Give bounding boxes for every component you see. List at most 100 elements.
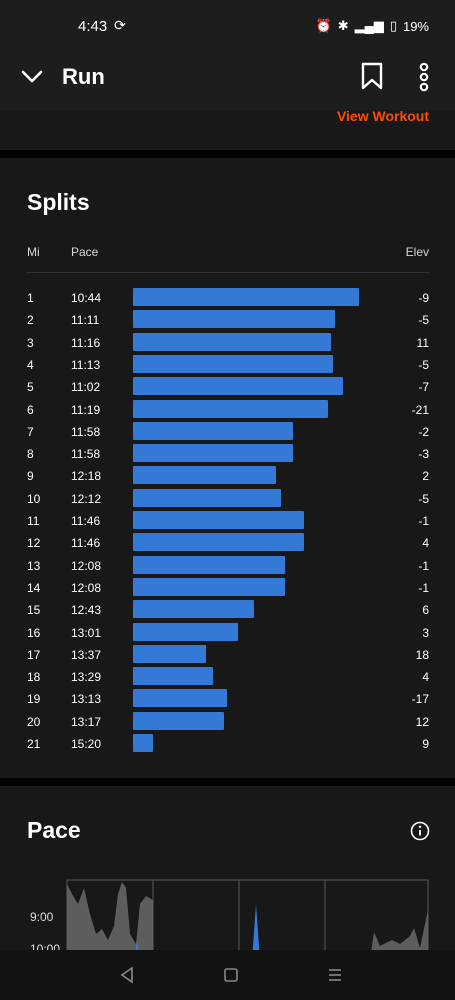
split-elevation: 9 [422, 737, 429, 751]
split-pace-bar [133, 622, 238, 641]
split-row: 5 11:02 -7 [0, 376, 455, 398]
split-elevation: 3 [422, 625, 429, 640]
split-elevation: -17 [411, 692, 429, 707]
split-elevation: 12 [415, 714, 429, 729]
split-pace: 13:29 [71, 670, 102, 685]
split-row: 8 11:58 -3 [0, 443, 455, 465]
split-pace: 11:58 [71, 424, 101, 439]
split-pace: 11:46 [71, 514, 101, 528]
split-row: 19 13:13 -17 [0, 688, 455, 710]
split-pace-bar [133, 444, 294, 463]
split-pace-bar [133, 555, 285, 574]
split-pace: 12:43 [71, 603, 102, 618]
split-pace: 11:46 [71, 536, 101, 551]
split-mile: 5 [27, 380, 34, 395]
split-pace: 13:37 [71, 647, 102, 662]
split-elevation: -7 [418, 380, 429, 395]
split-pace-bar [133, 711, 224, 730]
system-nav-bar [0, 950, 455, 1000]
split-elevation: 6 [422, 603, 429, 618]
split-pace: 11:16 [71, 335, 101, 350]
battery-icon: ▯ [389, 18, 397, 33]
split-elevation: -2 [418, 424, 429, 439]
split-mile: 8 [27, 447, 34, 462]
split-elevation: 4 [422, 536, 429, 551]
pace-card: Pace 9:00 10:00 [0, 786, 455, 950]
split-elevation: -5 [418, 313, 429, 328]
status-indicators: ⏰ ✱ ▂▄▆ ▯ 19% [316, 18, 430, 34]
split-pace: 11:02 [71, 380, 101, 395]
split-pace-bar [133, 421, 294, 440]
pace-chart-spike [135, 940, 139, 950]
split-mile: 3 [27, 335, 34, 350]
split-pace-bar [133, 288, 359, 306]
sync-icon: ⟳ [114, 17, 126, 33]
info-icon[interactable] [410, 821, 430, 841]
split-pace: 12:12 [71, 491, 102, 506]
split-pace-bar [133, 310, 336, 329]
battery-percent: 19% [402, 18, 429, 34]
split-row: 3 11:16 11 [0, 332, 455, 354]
split-pace-bar [133, 488, 282, 507]
split-row: 14 12:08 -1 [0, 577, 455, 599]
divider [27, 272, 429, 273]
split-mile: 10 [27, 491, 41, 506]
split-pace: 11:58 [71, 447, 101, 462]
back-triangle-icon[interactable] [116, 964, 138, 986]
split-row: 10 12:12 -5 [0, 488, 455, 510]
pace-chart-spike [252, 904, 260, 950]
split-elevation: -1 [418, 514, 429, 528]
split-row: 12 11:46 4 [0, 532, 455, 554]
splits-title: Splits [27, 189, 90, 215]
pace-tick-label: 10:00 [30, 942, 61, 950]
split-mile: 20 [27, 714, 41, 729]
split-row: 18 13:29 4 [0, 666, 455, 688]
split-pace: 13:17 [71, 714, 102, 729]
view-workout-link[interactable]: View Workout [336, 108, 429, 124]
split-elevation: -5 [418, 357, 429, 372]
split-mile: 12 [27, 536, 41, 551]
split-mile: 21 [27, 737, 41, 751]
split-mile: 2 [27, 313, 34, 328]
recents-icon[interactable] [324, 964, 346, 986]
split-pace: 10:44 [71, 291, 102, 305]
pace-tick-label: 9:00 [30, 910, 54, 924]
split-pace-bar [133, 332, 331, 351]
split-pace: 13:13 [71, 692, 102, 707]
split-elevation: 18 [415, 647, 429, 662]
status-time: 4:43 [78, 18, 108, 35]
split-row: 2 11:11 -5 [0, 309, 455, 331]
pace-chart-area [371, 910, 428, 950]
split-mile: 4 [27, 357, 34, 372]
home-square-icon[interactable] [220, 964, 242, 986]
pace-title: Pace [27, 817, 81, 843]
split-pace-bar [133, 377, 344, 396]
split-pace: 11:13 [71, 357, 101, 372]
split-row: 1 10:44 -9 [0, 287, 455, 309]
split-mile: 13 [27, 558, 41, 573]
split-pace-bar [133, 466, 276, 485]
split-row: 21 15:20 9 [0, 733, 455, 755]
split-mile: 9 [27, 469, 34, 484]
chevron-down-icon[interactable] [20, 64, 44, 88]
split-pace-bar [133, 689, 228, 708]
split-mile: 7 [27, 424, 34, 439]
split-mile: 15 [27, 603, 41, 618]
split-pace-bar [133, 399, 328, 418]
column-header-elev: Elev [405, 245, 429, 259]
splits-card: Splits Mi Pace Elev 1 10:44 -9 2 11:11 -5 3 11:… [0, 158, 455, 778]
split-pace-bar [133, 577, 285, 596]
alarm-icon: ⏰ [315, 18, 332, 33]
split-pace-bar [133, 600, 254, 619]
column-header-pace: Pace [71, 245, 99, 259]
split-mile: 16 [27, 625, 41, 640]
split-pace: 12:08 [71, 580, 102, 595]
more-vertical-icon[interactable] [417, 62, 431, 92]
split-pace: 15:20 [71, 737, 102, 751]
split-pace-bar [133, 533, 305, 552]
column-header-mi: Mi [27, 245, 40, 259]
split-elevation: -9 [418, 291, 429, 305]
bluetooth-icon: ✱ [337, 18, 349, 33]
bookmark-icon[interactable] [360, 62, 384, 90]
split-row: 15 12:43 6 [0, 599, 455, 621]
